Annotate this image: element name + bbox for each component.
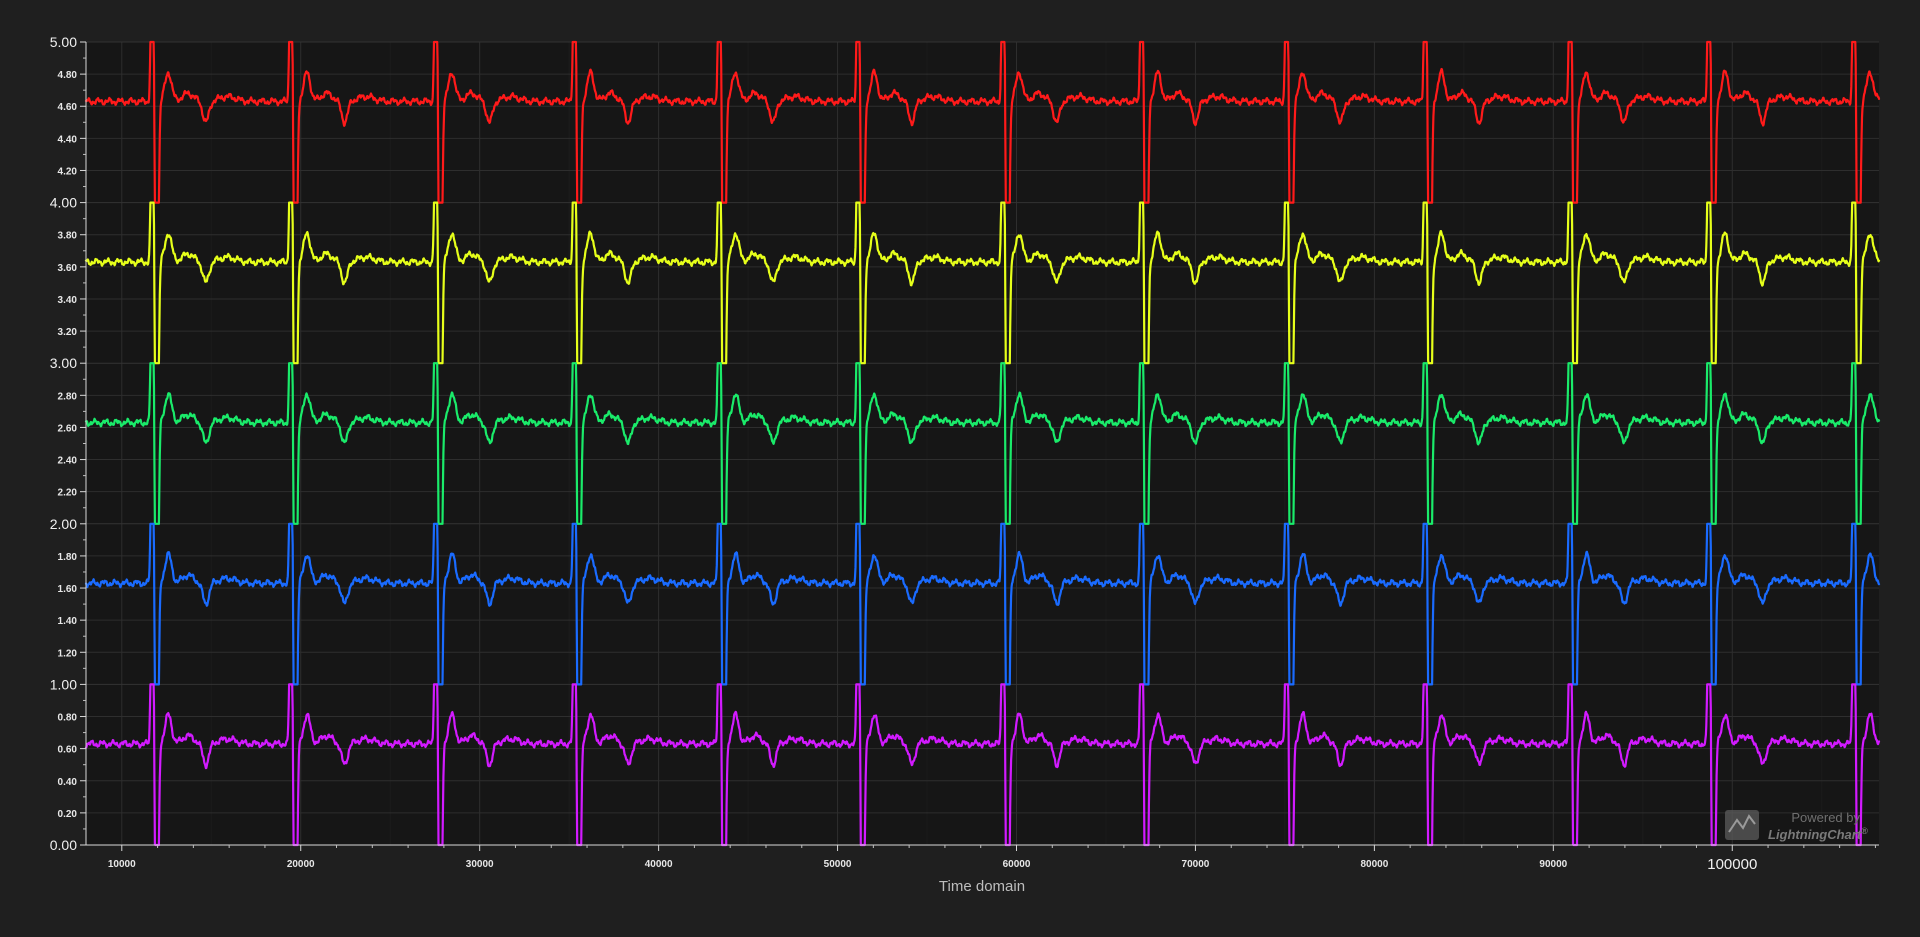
series-group	[84, 40, 1881, 847]
x-tick-label: 100000	[1707, 856, 1757, 873]
x-tick-label: 50000	[824, 859, 852, 870]
y-tick-label: 0.60	[58, 745, 78, 756]
lightningchart-logo-icon	[1725, 810, 1759, 840]
x-axis-title: Time domain	[939, 878, 1025, 895]
x-tick-label: 20000	[287, 859, 315, 870]
x-tick-label: 70000	[1182, 859, 1210, 870]
y-tick-label: 3.40	[58, 295, 78, 306]
y-tick-label: 3.20	[58, 327, 78, 338]
y-tick-label: 0.20	[58, 809, 78, 820]
y-tick-label: 2.80	[58, 391, 78, 402]
y-tick-label: 3.00	[50, 355, 77, 371]
x-tick-label: 30000	[466, 859, 494, 870]
x-tick-label: 80000	[1360, 859, 1388, 870]
x-tick-label: 40000	[645, 859, 673, 870]
y-tick-label: 4.20	[58, 166, 78, 177]
y-tick-label: 0.00	[50, 837, 77, 853]
watermark-brand: LightningChart®	[1768, 826, 1868, 842]
x-tick-label: 60000	[1003, 859, 1031, 870]
y-tick-label: 2.20	[58, 488, 78, 499]
y-axis-ticks: 0.00 0.20 0.40 0.60 0.80 1.00 1.20 1.40 1.60 1.80…	[50, 34, 86, 853]
watermark-brand-name: LightningChart	[1768, 827, 1862, 842]
plot-area	[86, 42, 1879, 845]
y-tick-label: 0.40	[58, 777, 78, 788]
y-tick-label: 4.00	[50, 195, 77, 211]
y-tick-label: 1.40	[58, 616, 78, 627]
y-tick-label: 5.00	[50, 34, 77, 50]
x-tick-label: 10000	[108, 859, 136, 870]
y-tick-label: 1.80	[58, 552, 78, 563]
y-tick-label: 1.60	[58, 584, 78, 595]
series-0-line	[84, 40, 1881, 204]
y-tick-label: 2.40	[58, 456, 78, 467]
y-tick-label: 4.40	[58, 134, 78, 145]
series-2-line	[84, 362, 1881, 525]
y-tick-label: 1.20	[58, 648, 78, 659]
y-tick-label: 3.80	[58, 231, 78, 242]
axes: 0.00 0.20 0.40 0.60 0.80 1.00 1.20 1.40 1.60 1.80…	[50, 34, 1879, 873]
watermark: Powered by LightningChart®	[1725, 810, 1868, 842]
y-tick-label: 2.00	[50, 516, 77, 532]
x-tick-label: 90000	[1539, 859, 1567, 870]
series-3-line	[84, 522, 1881, 686]
watermark-powered-by: Powered by	[1791, 810, 1860, 825]
y-tick-label: 4.60	[58, 102, 78, 113]
y-tick-label: 1.00	[50, 676, 77, 692]
y-tick-label: 4.80	[58, 70, 78, 81]
x-axis-ticks: 10000 20000 30000 40000 50000 60000 70000 80000…	[108, 845, 1876, 873]
y-tick-label: 3.60	[58, 263, 78, 274]
y-tick-label: 2.60	[58, 423, 78, 434]
series-4-line	[84, 683, 1881, 847]
watermark-registered-mark: ®	[1861, 826, 1868, 836]
series-1-line	[84, 201, 1881, 365]
y-tick-label: 0.80	[58, 713, 78, 724]
